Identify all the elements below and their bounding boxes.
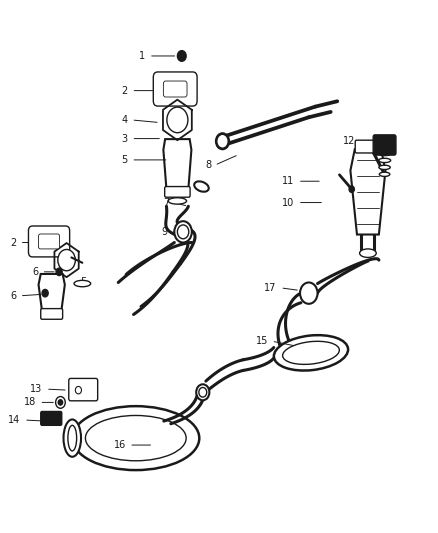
Ellipse shape [64, 419, 81, 457]
Text: 7: 7 [163, 198, 170, 207]
Text: 12: 12 [343, 136, 356, 146]
FancyBboxPatch shape [69, 378, 98, 401]
FancyBboxPatch shape [41, 411, 52, 425]
Circle shape [75, 386, 81, 394]
Circle shape [56, 397, 65, 408]
Text: 6: 6 [10, 291, 16, 301]
Polygon shape [163, 139, 191, 189]
Ellipse shape [283, 341, 339, 365]
Ellipse shape [85, 416, 186, 461]
Text: 13: 13 [30, 384, 42, 394]
Ellipse shape [194, 181, 209, 192]
Text: 2: 2 [10, 238, 16, 247]
FancyBboxPatch shape [153, 72, 197, 106]
Text: 11: 11 [282, 176, 294, 186]
Ellipse shape [199, 387, 207, 397]
Text: 10: 10 [282, 198, 294, 207]
Circle shape [167, 107, 188, 133]
Ellipse shape [196, 384, 209, 400]
Ellipse shape [360, 249, 376, 257]
Text: 8: 8 [205, 160, 211, 170]
FancyBboxPatch shape [355, 140, 381, 153]
Text: 4: 4 [122, 115, 128, 125]
Ellipse shape [378, 151, 391, 156]
Text: 17: 17 [265, 283, 277, 293]
Text: 6: 6 [32, 267, 38, 277]
Circle shape [56, 268, 62, 276]
FancyBboxPatch shape [50, 411, 62, 425]
Text: 5: 5 [80, 278, 86, 287]
Ellipse shape [68, 425, 77, 451]
Circle shape [58, 249, 75, 271]
Text: 3: 3 [122, 134, 128, 143]
Text: 5: 5 [122, 155, 128, 165]
Ellipse shape [74, 280, 91, 287]
Text: 9: 9 [161, 227, 167, 237]
Text: 18: 18 [24, 398, 36, 407]
FancyBboxPatch shape [165, 187, 190, 197]
Text: 4: 4 [67, 251, 73, 261]
Text: 16: 16 [113, 440, 126, 450]
FancyBboxPatch shape [41, 309, 63, 319]
Polygon shape [350, 149, 385, 235]
FancyBboxPatch shape [28, 226, 70, 257]
Circle shape [58, 400, 63, 405]
Circle shape [349, 186, 354, 192]
Ellipse shape [174, 221, 192, 243]
Polygon shape [39, 274, 65, 311]
FancyBboxPatch shape [373, 135, 396, 155]
Ellipse shape [72, 406, 199, 470]
FancyBboxPatch shape [163, 81, 187, 97]
Text: 14: 14 [8, 415, 21, 425]
Text: 15: 15 [256, 336, 268, 346]
Ellipse shape [378, 158, 391, 163]
Ellipse shape [168, 198, 187, 204]
Text: 1: 1 [139, 51, 145, 61]
Circle shape [42, 289, 48, 297]
Ellipse shape [177, 225, 189, 239]
FancyBboxPatch shape [39, 234, 60, 249]
Circle shape [300, 282, 318, 304]
Circle shape [217, 134, 228, 148]
Ellipse shape [274, 335, 348, 370]
Ellipse shape [216, 133, 229, 149]
Ellipse shape [379, 165, 390, 169]
Circle shape [177, 51, 186, 61]
Ellipse shape [379, 172, 390, 176]
Text: 2: 2 [122, 86, 128, 95]
